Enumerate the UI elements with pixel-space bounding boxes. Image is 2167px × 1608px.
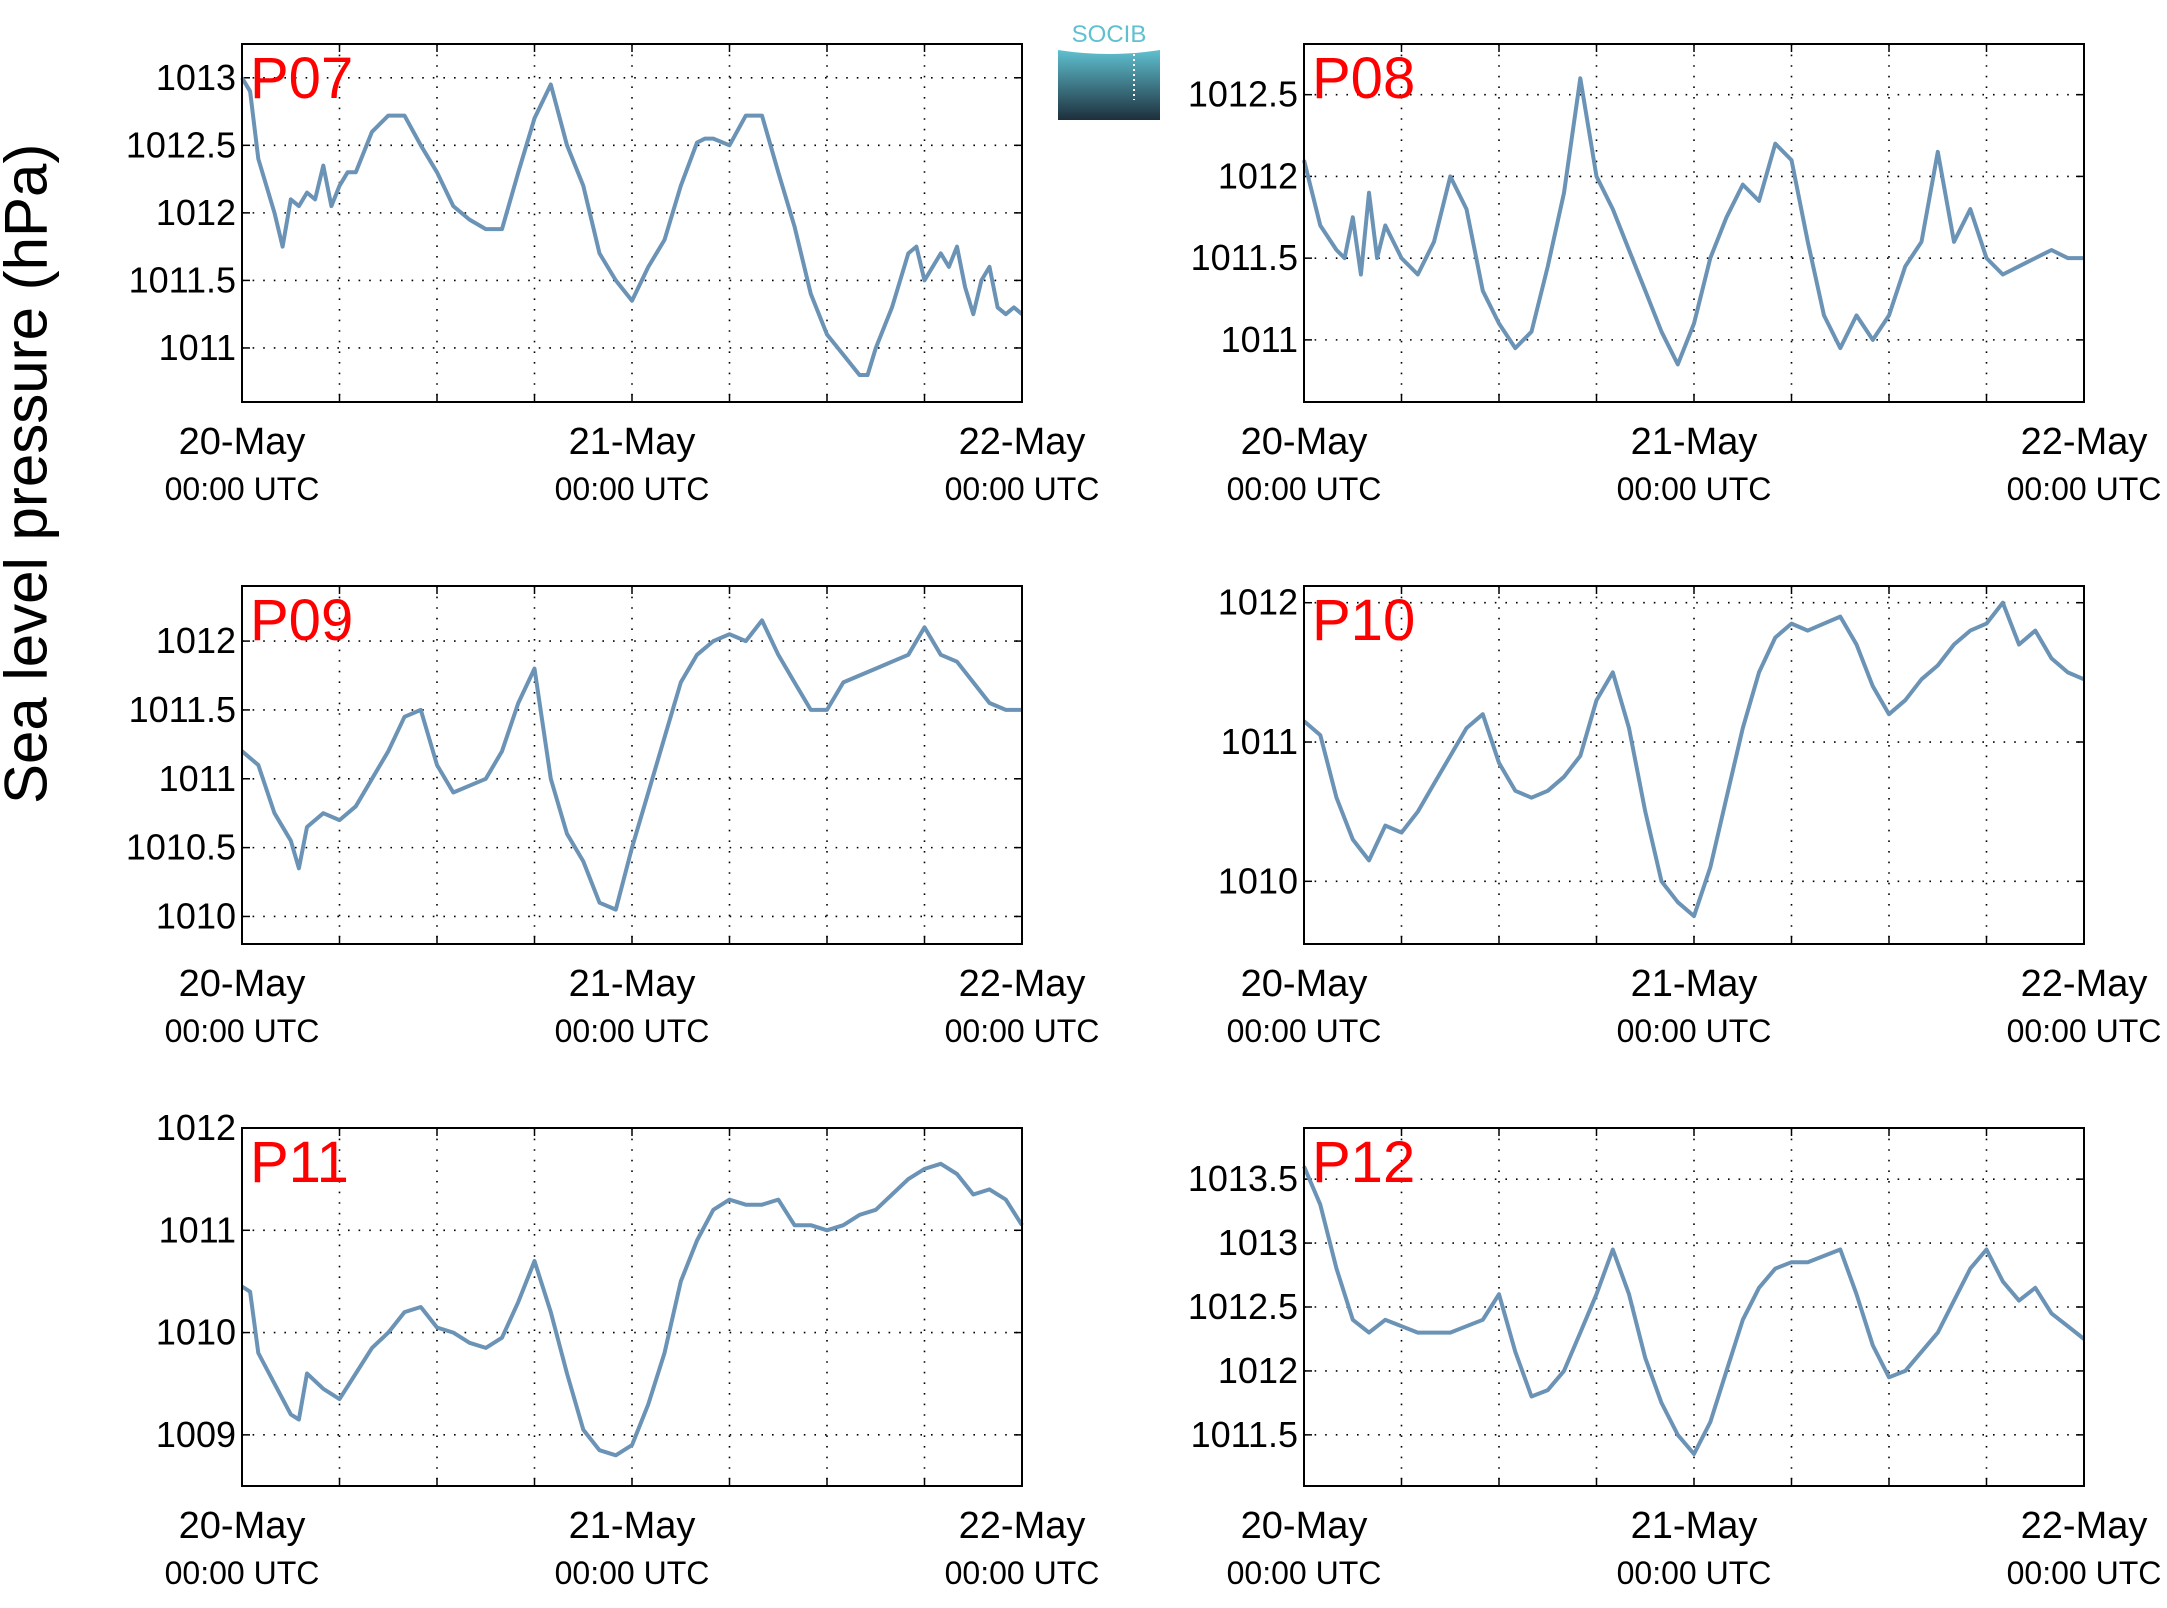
series-line bbox=[240, 618, 1022, 912]
subplot-title: P12 bbox=[1312, 1130, 1415, 1195]
y-tick-label: 1010.5 bbox=[126, 827, 236, 868]
subplot-title: P10 bbox=[1312, 588, 1415, 653]
series-line bbox=[240, 76, 1024, 377]
subplot-p09: 1010 1010.5 1011 1011.5 1012 20-May 00:00 UTC 2… bbox=[126, 585, 1100, 1049]
y-tick-label: 1011.5 bbox=[1191, 1414, 1298, 1455]
x-tick-label-time: 00:00 UTC bbox=[555, 1555, 710, 1591]
y-tick-label: 1012 bbox=[1218, 1350, 1298, 1391]
x-tick-label-time: 00:00 UTC bbox=[1617, 1555, 1772, 1591]
y-tick-label: 1012.5 bbox=[126, 124, 236, 165]
x-tick-label-date: 21-May bbox=[1631, 1505, 1758, 1547]
x-tick-label-date: 22-May bbox=[959, 1505, 1086, 1547]
x-tick-label-date: 20-May bbox=[179, 963, 306, 1005]
x-tick-label-time: 00:00 UTC bbox=[945, 1013, 1100, 1049]
y-tick-label: 1011 bbox=[159, 758, 236, 799]
subplot-p08: 1011 1011.5 1012 1012.5 20-May 00:00 UTC 21-Ma… bbox=[1188, 43, 2162, 507]
y-tick-label: 1012.5 bbox=[1188, 74, 1298, 115]
axes-box bbox=[1303, 585, 2085, 945]
y-tick-label: 1011 bbox=[159, 327, 236, 368]
series-line bbox=[1302, 600, 2085, 919]
y-tick-label: 1013.5 bbox=[1188, 1158, 1298, 1199]
y-tick-label: 1011.5 bbox=[129, 259, 236, 300]
axes-box bbox=[1303, 1127, 2085, 1487]
x-tick-label-time: 00:00 UTC bbox=[165, 471, 320, 507]
x-tick-label-date: 22-May bbox=[959, 421, 1086, 463]
series-line bbox=[1302, 1165, 2086, 1456]
x-tick-label-time: 00:00 UTC bbox=[1227, 1555, 1382, 1591]
x-tick-label-date: 20-May bbox=[1241, 1505, 1368, 1547]
logo-text: SOCIB bbox=[1072, 21, 1147, 48]
axes-box bbox=[1303, 43, 2085, 403]
x-tick-label-time: 00:00 UTC bbox=[555, 1013, 710, 1049]
x-tick-label-date: 22-May bbox=[2021, 963, 2148, 1005]
axes-box bbox=[241, 1127, 1023, 1487]
y-tick-label: 1011 bbox=[159, 1209, 236, 1250]
x-tick-label-date: 22-May bbox=[2021, 1505, 2148, 1547]
x-tick-label-time: 00:00 UTC bbox=[1617, 1013, 1772, 1049]
x-tick-label-time: 00:00 UTC bbox=[1617, 471, 1772, 507]
x-tick-label-time: 00:00 UTC bbox=[1227, 1013, 1382, 1049]
x-tick-label-date: 20-May bbox=[1241, 963, 1368, 1005]
socib-logo: SOCIB bbox=[1058, 21, 1160, 120]
y-tick-label: 1011 bbox=[1221, 319, 1298, 360]
subplot-p12: 1011.5 1012 1012.5 1013 1013.5 20-May 00:00 UT… bbox=[1188, 1127, 2162, 1591]
y-tick-label: 1012 bbox=[1218, 582, 1298, 623]
axes-box bbox=[241, 585, 1023, 945]
y-tick-label: 1012 bbox=[156, 620, 236, 661]
x-tick-label-date: 20-May bbox=[179, 1505, 306, 1547]
x-tick-label-time: 00:00 UTC bbox=[555, 471, 710, 507]
x-tick-label-date: 22-May bbox=[2021, 421, 2148, 463]
y-tick-label: 1011.5 bbox=[129, 689, 236, 730]
x-tick-label-date: 20-May bbox=[1241, 421, 1368, 463]
subplot-title: P09 bbox=[250, 588, 353, 653]
x-tick-label-time: 00:00 UTC bbox=[1227, 471, 1382, 507]
y-tick-label: 1012 bbox=[156, 1107, 236, 1148]
x-tick-label-date: 21-May bbox=[569, 963, 696, 1005]
series-line bbox=[1302, 76, 2084, 367]
y-tick-label: 1013 bbox=[1218, 1222, 1298, 1263]
y-tick-label: 1010 bbox=[156, 1312, 236, 1353]
subplot-title: P11 bbox=[250, 1130, 349, 1195]
subplot-title: P07 bbox=[250, 46, 353, 111]
y-tick-label: 1012.5 bbox=[1188, 1286, 1298, 1327]
x-tick-label-time: 00:00 UTC bbox=[165, 1013, 320, 1049]
x-tick-label-time: 00:00 UTC bbox=[2007, 1013, 2162, 1049]
subplot-p07: 1011 1011.5 1012 1012.5 1013 20-May 00:00 UTC 2… bbox=[126, 43, 1100, 507]
x-tick-label-date: 21-May bbox=[1631, 963, 1758, 1005]
x-tick-label-time: 00:00 UTC bbox=[165, 1555, 320, 1591]
x-tick-label-date: 21-May bbox=[1631, 421, 1758, 463]
x-tick-label-time: 00:00 UTC bbox=[945, 471, 1100, 507]
y-tick-label: 1012 bbox=[156, 192, 236, 233]
y-tick-label: 1009 bbox=[156, 1414, 236, 1455]
y-tick-label: 1013 bbox=[156, 57, 236, 98]
subplot-p10: 1010 1011 1012 20-May 00:00 UTC 21-May 00:00 U… bbox=[1218, 582, 2161, 1049]
series-line bbox=[240, 1161, 1024, 1458]
x-tick-label-date: 20-May bbox=[179, 421, 306, 463]
subplot-p11: 1009 1010 1011 1012 20-May 00:00 UTC 21-May 00:… bbox=[156, 1107, 1099, 1591]
y-tick-label: 1010 bbox=[156, 895, 236, 936]
y-tick-label: 1011 bbox=[1221, 721, 1298, 762]
axes-box bbox=[241, 43, 1023, 403]
x-tick-label-date: 21-May bbox=[569, 421, 696, 463]
y-tick-label: 1011.5 bbox=[1191, 237, 1298, 278]
y-tick-label: 1010 bbox=[1218, 860, 1298, 901]
x-tick-label-time: 00:00 UTC bbox=[945, 1555, 1100, 1591]
x-tick-label-date: 21-May bbox=[569, 1505, 696, 1547]
x-tick-label-time: 00:00 UTC bbox=[2007, 471, 2162, 507]
x-tick-label-date: 22-May bbox=[959, 963, 1086, 1005]
x-tick-label-time: 00:00 UTC bbox=[2007, 1555, 2162, 1591]
y-tick-label: 1012 bbox=[1218, 155, 1298, 196]
subplot-title: P08 bbox=[1312, 46, 1415, 111]
